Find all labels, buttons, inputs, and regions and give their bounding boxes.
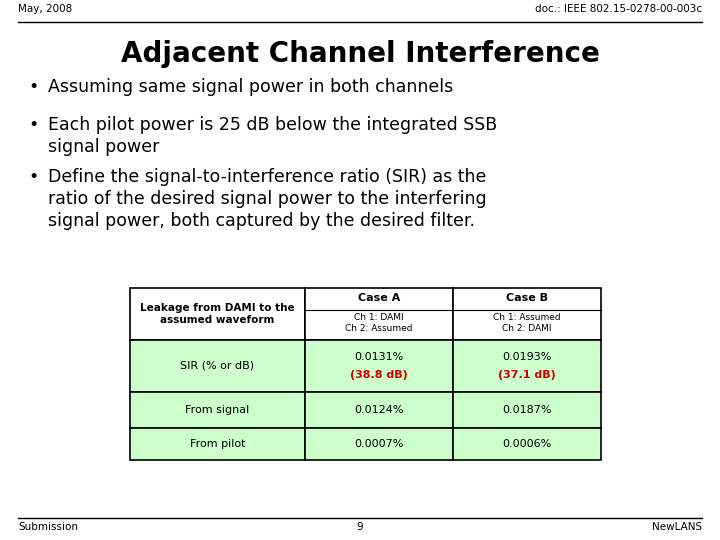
- Text: 0.0131%: 0.0131%: [354, 352, 404, 362]
- Text: Define the signal-to-interference ratio (SIR) as the
ratio of the desired signal: Define the signal-to-interference ratio …: [48, 168, 487, 231]
- Text: May, 2008: May, 2008: [18, 4, 72, 14]
- Bar: [453, 392, 601, 428]
- Bar: [305, 340, 453, 392]
- Bar: [130, 288, 305, 340]
- Text: NewLANS: NewLANS: [652, 522, 702, 532]
- Bar: [453, 428, 601, 460]
- Text: (38.8 dB): (38.8 dB): [350, 370, 408, 380]
- Text: 0.0007%: 0.0007%: [354, 439, 404, 449]
- Text: (37.1 dB): (37.1 dB): [498, 370, 556, 380]
- Bar: [130, 392, 305, 428]
- Text: Submission: Submission: [18, 522, 78, 532]
- Text: Case B: Case B: [506, 293, 548, 303]
- Bar: [305, 392, 453, 428]
- Text: From pilot: From pilot: [190, 439, 246, 449]
- Text: 0.0006%: 0.0006%: [503, 439, 552, 449]
- Text: •: •: [28, 78, 38, 96]
- Text: Each pilot power is 25 dB below the integrated SSB
signal power: Each pilot power is 25 dB below the inte…: [48, 116, 498, 156]
- Bar: [130, 340, 305, 392]
- Text: Ch 1: Assumed
Ch 2: DAMI: Ch 1: Assumed Ch 2: DAMI: [493, 313, 561, 333]
- Text: From signal: From signal: [185, 405, 250, 415]
- Text: •: •: [28, 116, 38, 134]
- Text: 9: 9: [356, 522, 364, 532]
- Text: Adjacent Channel Interference: Adjacent Channel Interference: [120, 40, 600, 68]
- Text: Ch 1: DAMI
Ch 2: Assumed: Ch 1: DAMI Ch 2: Assumed: [346, 313, 413, 333]
- Bar: [453, 288, 601, 340]
- Text: Leakage from DAMI to the
assumed waveform: Leakage from DAMI to the assumed wavefor…: [140, 303, 294, 325]
- Bar: [453, 340, 601, 392]
- Bar: [130, 428, 305, 460]
- Text: 0.0187%: 0.0187%: [503, 405, 552, 415]
- Text: Case A: Case A: [358, 293, 400, 303]
- Text: SIR (% or dB): SIR (% or dB): [181, 361, 255, 371]
- Text: •: •: [28, 168, 38, 186]
- Bar: [305, 428, 453, 460]
- Text: 0.0193%: 0.0193%: [503, 352, 552, 362]
- Text: Assuming same signal power in both channels: Assuming same signal power in both chann…: [48, 78, 454, 96]
- Text: doc.: IEEE 802.15-0278-00-003c: doc.: IEEE 802.15-0278-00-003c: [535, 4, 702, 14]
- Bar: [305, 288, 453, 340]
- Text: 0.0124%: 0.0124%: [354, 405, 404, 415]
